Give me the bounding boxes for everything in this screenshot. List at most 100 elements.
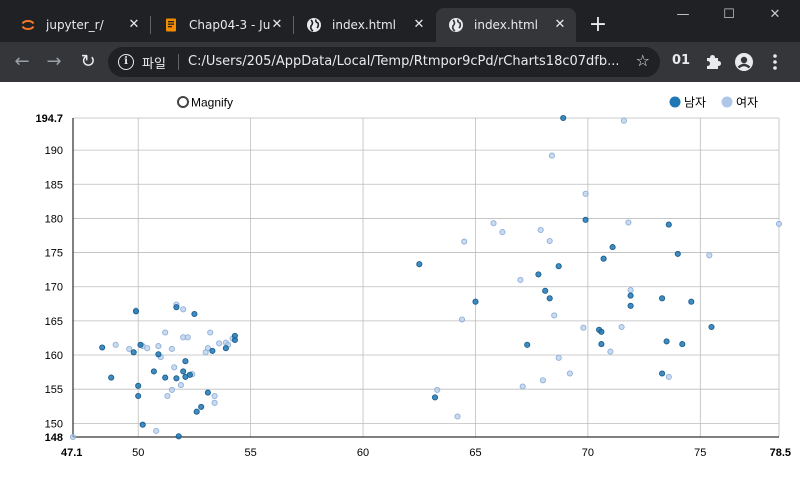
scatter-point[interactable] xyxy=(135,392,142,400)
scatter-point[interactable] xyxy=(775,220,783,227)
legend[interactable]: 남자 여자 xyxy=(669,96,759,110)
scatter-point[interactable] xyxy=(546,237,553,245)
scatter-chart[interactable]: 148 150 155 160 165 170 175 180 185 190 194.7 47.1 5… xyxy=(0,82,800,484)
scatter-point[interactable] xyxy=(177,382,184,389)
scatter-point[interactable] xyxy=(458,316,466,323)
scatter-point[interactable] xyxy=(204,345,211,352)
scatter-point[interactable] xyxy=(211,399,218,406)
scatter-point[interactable] xyxy=(99,344,106,351)
scatter-point[interactable] xyxy=(112,341,119,348)
scatter-point[interactable] xyxy=(490,220,497,227)
close-tab-icon[interactable]: ✕ xyxy=(554,17,566,32)
scatter-point[interactable] xyxy=(182,358,189,365)
scatter-point[interactable] xyxy=(580,324,587,331)
scatter-point[interactable] xyxy=(625,219,632,226)
scatter-point[interactable] xyxy=(659,370,666,377)
scatter-point[interactable] xyxy=(461,238,468,245)
scatter-point[interactable] xyxy=(180,368,187,375)
legend-item-male[interactable]: 남자 xyxy=(669,96,707,110)
bookmark-star-icon[interactable]: ☆ xyxy=(635,51,650,70)
scatter-point[interactable] xyxy=(519,383,526,390)
scatter-point[interactable] xyxy=(537,226,544,234)
scatter-point[interactable] xyxy=(175,433,182,440)
scatter-point[interactable] xyxy=(674,250,681,257)
scatter-point[interactable] xyxy=(472,298,479,305)
scatter-point[interactable] xyxy=(517,276,524,283)
tab-index-active[interactable]: index.html ✕ xyxy=(436,8,576,42)
scatter-point[interactable] xyxy=(600,255,607,262)
scatter-point[interactable] xyxy=(560,114,567,122)
scatter-point[interactable] xyxy=(454,413,461,420)
scatter-point[interactable] xyxy=(539,377,546,384)
scatter-point[interactable] xyxy=(663,338,670,345)
scatter-point[interactable] xyxy=(132,308,140,315)
scatter-point[interactable] xyxy=(108,374,115,381)
scatter-point[interactable] xyxy=(184,334,191,341)
scatter-point[interactable] xyxy=(431,394,439,401)
legend-item-female[interactable]: 여자 xyxy=(721,96,759,110)
scatter-point[interactable] xyxy=(609,244,616,251)
scatter-point[interactable] xyxy=(69,433,77,441)
scatter-point[interactable] xyxy=(173,375,180,382)
scatter-point[interactable] xyxy=(582,190,589,197)
scatter-point[interactable] xyxy=(191,310,198,318)
scatter-point[interactable] xyxy=(627,287,634,294)
magnify-radio-icon[interactable] xyxy=(177,96,189,108)
scatter-point[interactable] xyxy=(548,152,555,159)
close-tab-icon[interactable]: ✕ xyxy=(128,17,140,32)
kebab-menu-icon[interactable] xyxy=(772,53,778,71)
magnify-control[interactable]: Magnify xyxy=(177,96,233,110)
scatter-point[interactable] xyxy=(193,408,200,415)
scatter-point[interactable] xyxy=(207,329,214,336)
scatter-point[interactable] xyxy=(546,295,553,302)
forward-button[interactable]: → xyxy=(46,51,62,72)
tab-index-1[interactable]: index.html ✕ xyxy=(294,8,435,42)
scatter-point[interactable] xyxy=(130,349,137,356)
scatter-point[interactable] xyxy=(150,368,157,375)
scatter-point[interactable] xyxy=(216,340,223,347)
scatter-point[interactable] xyxy=(416,261,423,268)
scatter-point[interactable] xyxy=(222,345,229,352)
scatter-point[interactable] xyxy=(126,345,133,352)
tab-jupyter[interactable]: jupyter_r/ ✕ xyxy=(8,8,150,42)
info-icon[interactable]: i xyxy=(118,54,134,70)
scatter-point[interactable] xyxy=(162,329,169,336)
scatter-point[interactable] xyxy=(135,382,142,389)
data-points[interactable] xyxy=(69,114,783,441)
scatter-point[interactable] xyxy=(566,370,573,377)
scatter-point[interactable] xyxy=(627,302,634,309)
scatter-point[interactable] xyxy=(137,341,144,348)
back-button[interactable]: ← xyxy=(14,51,30,72)
scatter-point[interactable] xyxy=(582,216,589,223)
scatter-point[interactable] xyxy=(688,298,695,305)
scatter-point[interactable] xyxy=(665,221,672,228)
series-male[interactable] xyxy=(99,114,715,440)
close-tab-icon[interactable]: ✕ xyxy=(413,17,425,32)
address-bar[interactable]: i 파일 C:/Users/205/AppData/Local/Temp/Rtm… xyxy=(108,47,660,77)
scatter-point[interactable] xyxy=(139,421,146,428)
scatter-point[interactable] xyxy=(618,323,625,331)
scatter-point[interactable] xyxy=(551,312,558,319)
scatter-point[interactable] xyxy=(659,295,666,302)
scatter-point[interactable] xyxy=(607,348,614,355)
scatter-point[interactable] xyxy=(708,323,715,331)
scatter-point[interactable] xyxy=(209,347,216,354)
minimize-button[interactable]: — xyxy=(676,7,690,22)
close-window-button[interactable]: ✕ xyxy=(769,7,781,22)
series-female[interactable] xyxy=(69,117,783,441)
scatter-point[interactable] xyxy=(180,306,187,313)
url-text[interactable]: C:/Users/205/AppData/Local/Temp/Rtmpor9c… xyxy=(188,54,618,69)
toolbar-badge[interactable]: 01 xyxy=(672,53,691,68)
scatter-point[interactable] xyxy=(186,371,193,378)
scatter-point[interactable] xyxy=(171,364,178,371)
scatter-point[interactable] xyxy=(524,341,531,348)
scatter-point[interactable] xyxy=(231,332,238,339)
scatter-point[interactable] xyxy=(706,252,713,259)
scatter-point[interactable] xyxy=(627,292,634,299)
scatter-point[interactable] xyxy=(168,386,175,393)
scatter-point[interactable] xyxy=(173,304,180,311)
scatter-point[interactable] xyxy=(679,341,686,348)
scatter-point[interactable] xyxy=(598,328,605,335)
scatter-point[interactable] xyxy=(198,403,205,410)
scatter-point[interactable] xyxy=(155,351,162,358)
